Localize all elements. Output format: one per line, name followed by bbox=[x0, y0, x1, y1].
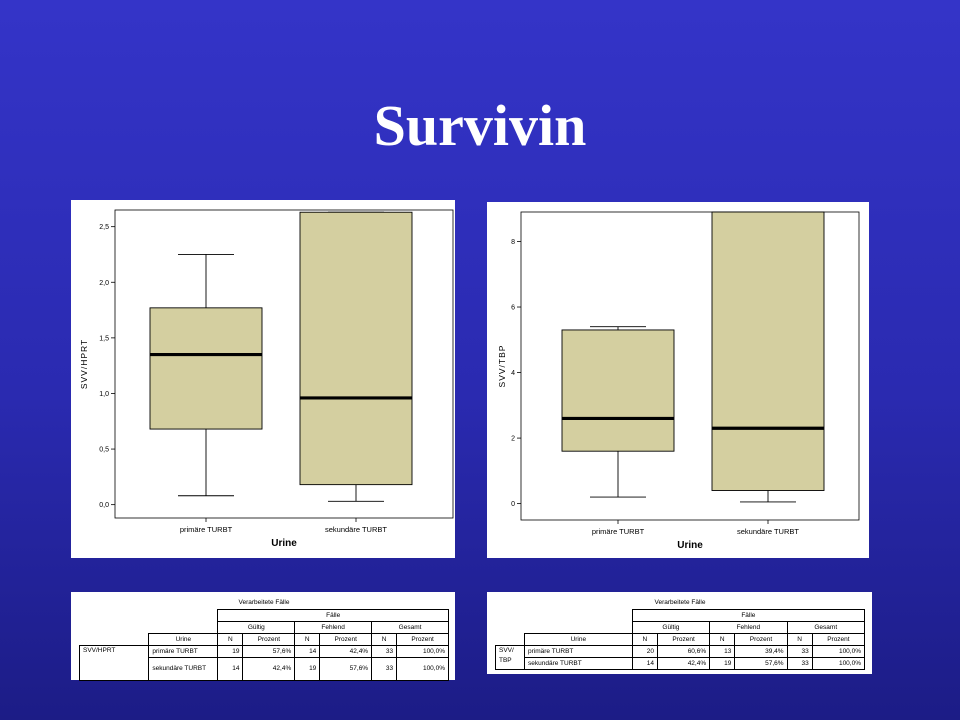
row-label: primäre TURBT bbox=[148, 645, 219, 658]
table-cell: 100,0% bbox=[811, 645, 866, 658]
plot-frame bbox=[114, 209, 454, 519]
x-axis-label: Urine bbox=[271, 538, 297, 549]
boxplot-panel-tbp: 0 2 4 6 8 primäre TURBT sekundäre TURBT Urine SV… bbox=[487, 202, 869, 558]
subgroup-valid: Gültig bbox=[217, 621, 296, 634]
table-cell: 33 bbox=[371, 657, 398, 681]
table-cell: 19 bbox=[217, 645, 244, 658]
box-2 bbox=[711, 211, 825, 503]
variable-label: SVV/ TBP bbox=[495, 645, 525, 670]
col-percent: Prozent bbox=[319, 633, 373, 646]
x-axis-label: Urine bbox=[677, 540, 703, 551]
variable-label: SVV/HPRT bbox=[78, 645, 150, 681]
y-tick-label: 2,0 bbox=[99, 280, 109, 287]
x-tick-label: primäre TURBT bbox=[180, 525, 233, 534]
table-cell: 33 bbox=[786, 645, 813, 658]
table-cell: 13 bbox=[709, 645, 736, 658]
col-percent: Prozent bbox=[734, 633, 788, 646]
case-table-panel-tbp: Verarbeitete Fälle Fälle Gültig Fehlend … bbox=[487, 592, 872, 674]
plot-frame bbox=[520, 211, 860, 521]
col-n: N bbox=[631, 633, 658, 646]
x-tick-label: sekundäre TURBT bbox=[325, 525, 387, 534]
case-table-panel-hprt: Verarbeitete Fälle Fälle Gültig Fehlend … bbox=[71, 592, 455, 681]
subgroup-missing: Fehlend bbox=[709, 621, 788, 634]
group-header: Fälle bbox=[631, 609, 866, 622]
row-header-label: Urine bbox=[524, 633, 633, 646]
subgroup-total: Gesamt bbox=[786, 621, 866, 634]
table-cell: 33 bbox=[371, 645, 398, 658]
table-caption: Verarbeitete Fälle bbox=[654, 598, 706, 606]
col-n: N bbox=[371, 633, 398, 646]
table-cell: 42,4% bbox=[319, 645, 373, 658]
table-cell: 60,6% bbox=[656, 645, 711, 658]
table-cell: 57,6% bbox=[319, 657, 373, 681]
col-percent: Prozent bbox=[656, 633, 711, 646]
subgroup-total: Gesamt bbox=[371, 621, 449, 634]
slide-title: Survivin bbox=[373, 93, 587, 158]
col-percent: Prozent bbox=[396, 633, 449, 646]
y-tick-label: 0 bbox=[511, 501, 515, 508]
y-tick-label: 0,5 bbox=[99, 447, 109, 454]
y-axis-label: SVV/HPRT bbox=[79, 339, 89, 389]
row-label: primäre TURBT bbox=[524, 645, 633, 658]
table-cell: 39,4% bbox=[734, 645, 788, 658]
col-n: N bbox=[709, 633, 736, 646]
y-tick-label: 6 bbox=[511, 305, 515, 312]
y-tick-label: 1,5 bbox=[99, 335, 109, 342]
x-tick-label: primäre TURBT bbox=[592, 527, 645, 536]
table-cell: 20 bbox=[631, 645, 658, 658]
row-label: sekundäre TURBT bbox=[148, 657, 219, 681]
box-iqr bbox=[561, 329, 675, 452]
box-iqr bbox=[711, 211, 825, 491]
table-cell: 100,0% bbox=[811, 657, 866, 670]
col-n: N bbox=[786, 633, 813, 646]
table-cell: 57,6% bbox=[734, 657, 788, 670]
table-cell: 14 bbox=[294, 645, 321, 658]
table-cell: 19 bbox=[709, 657, 736, 670]
table-cell: 42,4% bbox=[242, 657, 296, 681]
row-header-label: Urine bbox=[148, 633, 219, 646]
y-axis-label: SVV/TBP bbox=[497, 345, 507, 388]
table-cell: 100,0% bbox=[396, 645, 449, 658]
table-cell: 19 bbox=[294, 657, 321, 681]
y-tick-label: 0,0 bbox=[99, 502, 109, 509]
table-cell: 33 bbox=[786, 657, 813, 670]
col-n: N bbox=[217, 633, 244, 646]
box-iqr bbox=[149, 307, 263, 430]
table-cell: 14 bbox=[217, 657, 244, 681]
table-cell: 42,4% bbox=[656, 657, 711, 670]
boxplot-hprt: 0,0 0,5 1,0 1,5 2,0 2,5 primäre TURBT sekundäre… bbox=[79, 209, 454, 549]
table-caption: Verarbeitete Fälle bbox=[238, 598, 290, 606]
boxplot-panel-hprt: 0,0 0,5 1,0 1,5 2,0 2,5 primäre TURBT sekundäre… bbox=[71, 200, 455, 558]
box-2 bbox=[299, 211, 413, 502]
y-tick-label: 1,0 bbox=[99, 391, 109, 398]
table-row: sekundäre TURBT 14 42,4% 19 57,6% 33 100… bbox=[496, 657, 866, 670]
table-cell: 14 bbox=[631, 657, 658, 670]
y-tick-label: 4 bbox=[511, 370, 515, 377]
subgroup-valid: Gültig bbox=[631, 621, 711, 634]
col-percent: Prozent bbox=[242, 633, 296, 646]
col-percent: Prozent bbox=[811, 633, 866, 646]
boxplot-tbp: 0 2 4 6 8 primäre TURBT sekundäre TURBT Urine SV… bbox=[497, 211, 860, 551]
y-tick-label: 8 bbox=[511, 239, 515, 246]
subgroup-missing: Fehlend bbox=[294, 621, 373, 634]
table-row: SVV/HPRT primäre TURBT 19 57,6% 14 42,4%… bbox=[78, 645, 449, 681]
x-tick-label: sekundäre TURBT bbox=[737, 527, 799, 536]
table-cell: 57,6% bbox=[242, 645, 296, 658]
group-header: Fälle bbox=[217, 609, 449, 622]
y-tick-label: 2,5 bbox=[99, 224, 109, 231]
box-1 bbox=[561, 326, 675, 498]
table-cell: 100,0% bbox=[396, 657, 449, 681]
table-row: sekundäre TURBT 14 42,4% 19 57,6% 33 100… bbox=[80, 657, 449, 681]
row-label: sekundäre TURBT bbox=[524, 657, 633, 670]
box-1 bbox=[149, 254, 263, 497]
y-tick-label: 2 bbox=[511, 436, 515, 443]
table-row: SVV/ TBP primäre TURBT 20 60,6% 13 39,4%… bbox=[495, 645, 866, 670]
box-iqr bbox=[299, 211, 413, 486]
case-processing-table-tbp: Verarbeitete Fälle Fälle Gültig Fehlend … bbox=[495, 596, 866, 670]
case-processing-table-hprt: Verarbeitete Fälle Fälle Gültig Fehlend … bbox=[78, 596, 449, 681]
col-n: N bbox=[294, 633, 321, 646]
